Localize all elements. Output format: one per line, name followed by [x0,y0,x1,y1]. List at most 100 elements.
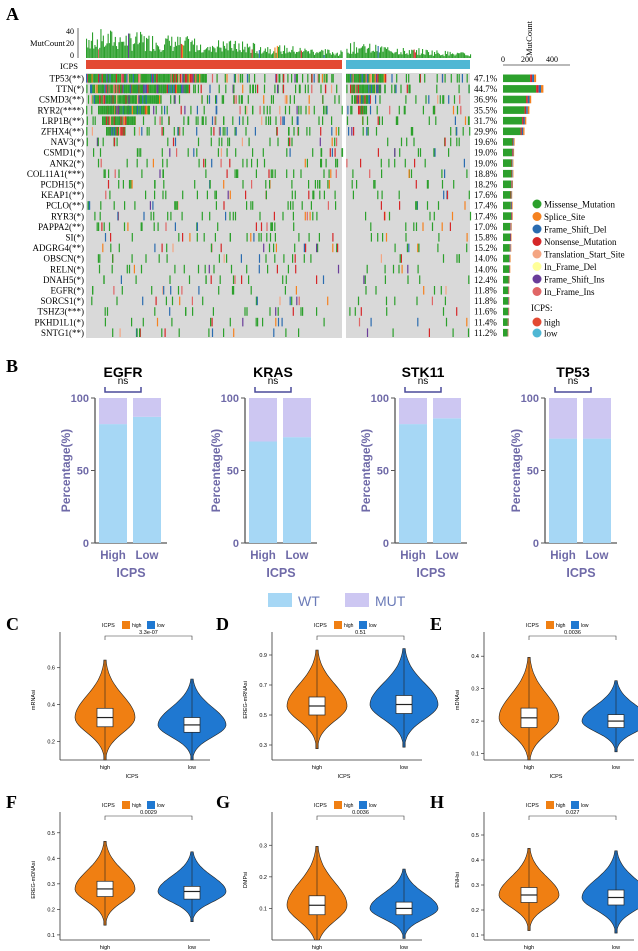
mut-cell [240,254,242,263]
mut-cell [107,84,109,94]
mut-cell [283,254,285,263]
mut-cell [383,74,385,83]
mut-cell [131,317,133,327]
mut-cell [95,95,97,104]
y-axis-title: mRNAsi [31,690,37,710]
mut-cell [260,233,262,242]
mut-cell [400,137,403,147]
x-axis-title: ICPS [116,566,145,580]
mut-cell [274,233,276,242]
top-bar [394,52,396,58]
mut-cell [252,201,254,210]
top-bar [396,48,398,58]
mut-cell [431,222,434,231]
mut-cell [154,74,157,83]
top-bar [147,38,149,58]
legend-wt-swatch [268,593,292,607]
right-bar-segment [511,212,513,220]
mut-cell [255,222,257,231]
mut-cell [103,275,105,284]
mut-cell [297,116,299,125]
mut-cell [320,158,322,168]
mut-cell [370,222,372,231]
mut-cell [196,127,198,136]
mut-cell [366,95,368,104]
top-bar [93,48,95,58]
top-bar [172,51,174,58]
mut-cell [353,74,356,83]
mut-cell [138,148,140,157]
mut-cell [152,95,154,104]
mut-cell [446,190,449,200]
mut-cell [205,116,207,125]
mut-cell [232,116,234,125]
mut-cell [288,127,290,136]
mut-cell [255,317,257,327]
violin-legend-title: ICPS [102,623,115,629]
mut-cell [143,211,145,221]
right-bar-segment [512,201,513,210]
mut-cell [179,127,181,136]
top-bar [353,41,355,58]
mut-cell [377,84,379,94]
mut-cell [395,84,397,94]
mut-cell [159,116,161,125]
mut-cell [368,84,370,94]
violin-legend-label: low [369,803,377,809]
mut-cell [139,74,141,83]
top-bar [226,43,228,58]
mut-cell [220,243,222,253]
percent-label: 31.7% [474,116,498,126]
mut-cell [108,95,110,104]
mut-cell [282,116,284,125]
mut-cell [234,275,236,284]
mut-cell [126,74,128,83]
mut-cell [170,84,172,94]
mut-cell [331,116,333,125]
mut-cell [392,328,394,337]
mut-cell [302,74,304,83]
mut-cell [422,105,424,115]
mut-cell [115,74,117,83]
top-bar [371,51,373,58]
mut-cell [336,84,338,94]
y-tick-label: 50 [377,466,389,478]
y-tick-label: 0 [383,538,389,550]
mut-cell [232,211,234,221]
top-bar [368,47,370,58]
mut-cell [277,307,279,316]
percent-label: 11.8% [474,296,497,306]
mut-cell [211,74,214,83]
mut-cell [225,84,227,94]
mut-cell [259,211,261,221]
mut-cell [131,95,133,104]
icps-legend-title: ICPS: [531,303,553,313]
mut-cell [295,286,297,295]
mut-cell [331,148,333,157]
mut-cell [102,243,104,253]
mut-cell [269,116,272,125]
mut-cell [378,74,380,83]
mut-cell [98,74,100,83]
right-bar-segment [523,116,525,125]
mut-cell [318,233,320,242]
mut-cell [273,243,275,253]
mut-cell [154,307,156,316]
mut-cell [391,74,393,83]
mut-cell [138,95,140,104]
significance-label: ns [268,376,279,387]
y-tick-label: 0.1 [259,906,267,912]
mut-cell [172,137,175,147]
mut-cell [157,74,159,83]
mut-cell [212,307,214,316]
mut-cell [177,74,179,83]
top-bar [204,49,206,58]
mut-cell [203,74,205,83]
mut-cell [428,95,430,104]
mut-cell [193,74,196,83]
mut-cell [100,74,102,83]
mut-cell [188,74,190,83]
right-mutcount-bars [503,74,544,337]
percent-label: 17.0% [474,222,498,232]
